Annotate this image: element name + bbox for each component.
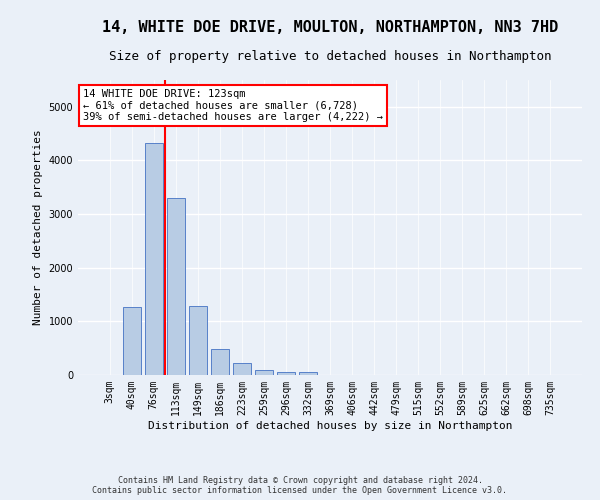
Bar [123, 308, 140, 375]
Bar [211, 350, 229, 375]
Bar [255, 370, 273, 375]
Text: 14 WHITE DOE DRIVE: 123sqm
← 61% of detached houses are smaller (6,728)
39% of s: 14 WHITE DOE DRIVE: 123sqm ← 61% of deta… [83, 89, 383, 122]
Bar [299, 372, 317, 375]
Text: 14, WHITE DOE DRIVE, MOULTON, NORTHAMPTON, NN3 7HD: 14, WHITE DOE DRIVE, MOULTON, NORTHAMPTO… [102, 20, 558, 35]
X-axis label: Distribution of detached houses by size in Northampton: Distribution of detached houses by size … [148, 420, 512, 430]
Text: Contains HM Land Registry data © Crown copyright and database right 2024.
Contai: Contains HM Land Registry data © Crown c… [92, 476, 508, 495]
Bar [233, 364, 251, 375]
Bar [145, 143, 163, 375]
Y-axis label: Number of detached properties: Number of detached properties [33, 130, 43, 326]
Bar [277, 372, 295, 375]
Bar [167, 198, 185, 375]
Text: Size of property relative to detached houses in Northampton: Size of property relative to detached ho… [109, 50, 551, 63]
Bar [189, 306, 206, 375]
